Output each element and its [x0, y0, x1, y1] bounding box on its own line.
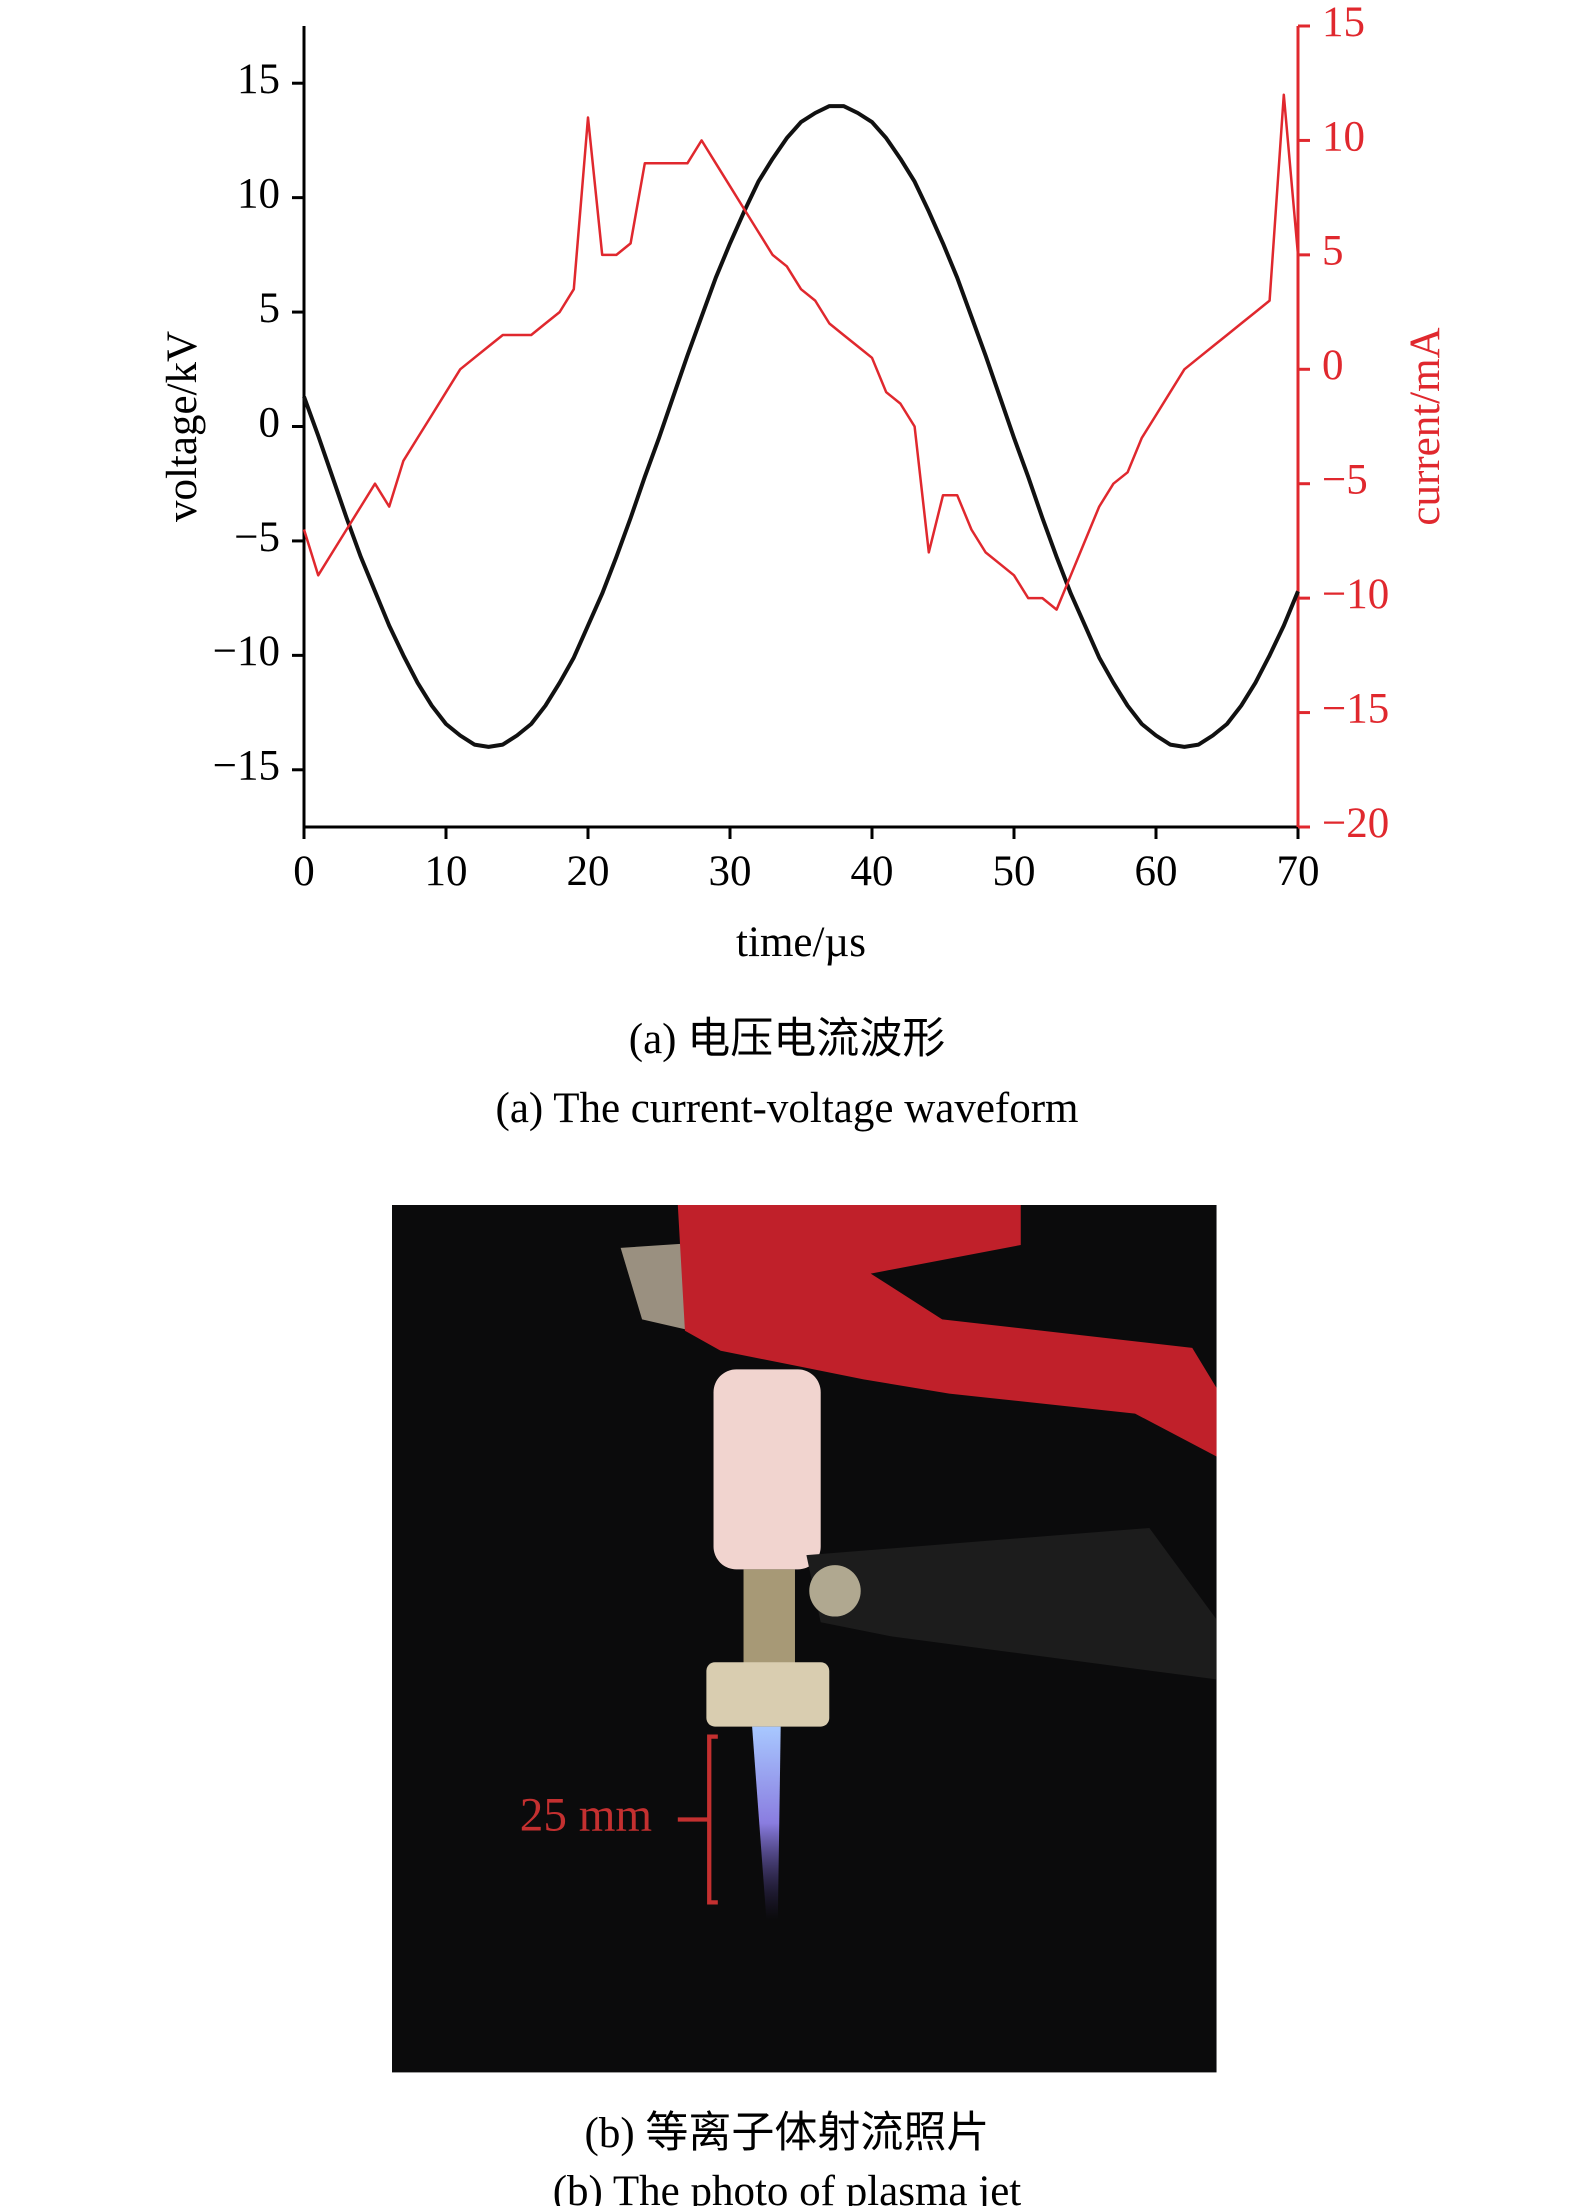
x-tick-label: 20: [567, 848, 610, 895]
caption-cn: (a) 电压电流波形: [629, 1016, 945, 1063]
x-axis-label: time/µs: [736, 919, 866, 966]
y2-tick-label: 0: [1322, 342, 1344, 389]
caption-en: (b) The photo of plasma jet: [553, 2168, 1022, 2206]
x-tick-label: 70: [1277, 848, 1320, 895]
metal-tube: [743, 1569, 795, 1670]
scale-label: 25 mm: [520, 1789, 652, 1841]
red-clip: [677, 1205, 1217, 1457]
series-line: [302, 93, 1300, 611]
y2-tick-label: 5: [1322, 228, 1344, 275]
x-tick-label: 30: [709, 848, 752, 895]
y2-tick-label: −5: [1322, 457, 1368, 504]
black-clip: [806, 1527, 1217, 1680]
x-tick-label: 40: [851, 848, 894, 895]
ceramic-tube: [713, 1369, 821, 1570]
y2-tick-label: −20: [1322, 800, 1389, 847]
series-line: [302, 104, 1300, 749]
y-tick-label: −10: [213, 628, 280, 675]
nozzle-base: [706, 1662, 830, 1727]
y-axis-label: voltage/kV: [159, 331, 206, 522]
plasma-jet: [752, 1726, 781, 1920]
screw: [809, 1565, 861, 1617]
caption-cn: (b) 等离子体射流照片: [585, 2109, 990, 2157]
y2-tick-label: 15: [1322, 0, 1365, 46]
x-tick-label: 50: [993, 848, 1036, 895]
x-tick-label: 60: [1135, 848, 1178, 895]
y2-axis-label: current/mA: [1402, 327, 1449, 525]
y-tick-label: 5: [259, 285, 281, 332]
y-tick-label: −5: [234, 514, 280, 561]
x-tick-label: 0: [293, 848, 315, 895]
y-tick-label: 0: [259, 399, 281, 446]
y-tick-label: 15: [237, 56, 280, 103]
photo: 25 mm: [392, 1205, 1217, 2073]
scale-bracket: [677, 1734, 718, 1905]
y-tick-label: 10: [237, 171, 280, 218]
y-tick-label: −15: [213, 743, 280, 790]
x-tick-label: 10: [425, 848, 468, 895]
y2-tick-label: −15: [1322, 685, 1389, 732]
y2-tick-label: 10: [1322, 113, 1365, 160]
y2-tick-label: −10: [1322, 571, 1389, 618]
caption-en: (a) The current-voltage waveform: [496, 1085, 1079, 1132]
